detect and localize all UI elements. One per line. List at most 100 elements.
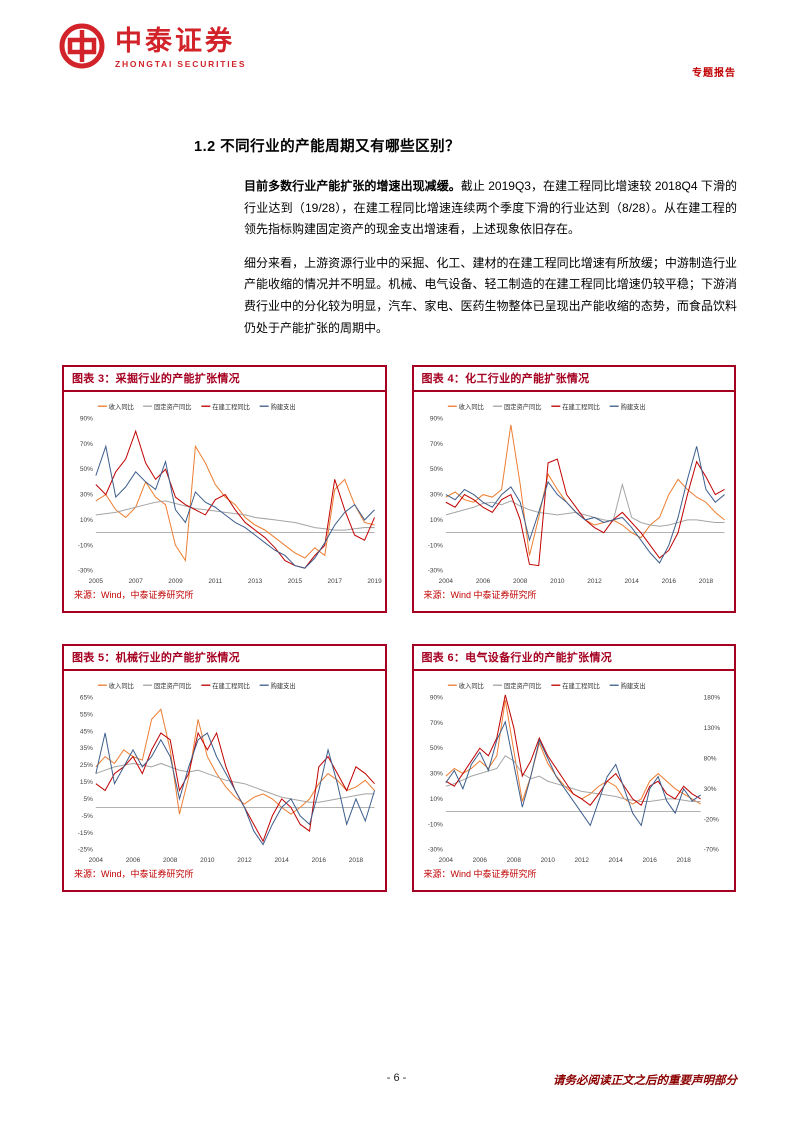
figure-6-chart: 90% 70% 50% 30% 10% -10% -30% 180% 130% 80% 30% -20… [414,671,735,865]
svg-text:2012: 2012 [587,578,602,585]
paragraph-1-lead: 目前多数行业产能扩张的增速出现减缓。 [244,179,461,193]
svg-text:70%: 70% [80,441,93,448]
svg-text:180%: 180% [703,695,720,702]
report-type-label: 专题报告 [692,68,736,79]
paragraph-1: 目前多数行业产能扩张的增速出现减缓。截止 2019Q3，在建工程同比增速较 20… [244,176,737,241]
svg-text:-10%: -10% [427,542,442,549]
svg-text:2004: 2004 [89,857,104,864]
figure-5-source: 来源：Wind，中泰证券研究所 [74,869,194,880]
svg-text:购建支出: 购建支出 [620,402,645,411]
svg-text:收入同比: 收入同比 [458,402,483,411]
svg-text:25%: 25% [80,762,93,769]
chemical-line-chart: 90% 70% 50% 30% 10% -10% -30% 2004 2006 2008 2010 2… [427,402,725,585]
svg-text:-15%: -15% [78,830,93,837]
svg-text:在建工程同比: 在建工程同比 [562,681,600,690]
svg-text:30%: 30% [429,771,442,778]
svg-text:80%: 80% [703,755,716,762]
svg-text:-30%: -30% [427,568,442,575]
svg-text:固定资产同比: 固定资产同比 [154,402,192,411]
figure-3-source: 来源：Wind，中泰证券研究所 [74,590,194,601]
svg-text:2010: 2010 [540,857,555,864]
svg-text:90%: 90% [429,416,442,423]
svg-text:2005: 2005 [89,578,104,585]
svg-text:在建工程同比: 在建工程同比 [212,681,250,690]
svg-text:70%: 70% [429,441,442,448]
figure-5-title: 图表 5：机械行业的产能扩张情况 [64,646,385,672]
svg-text:-25%: -25% [78,847,93,854]
figures-grid: 图表 3：采掘行业的产能扩张情况 90% 70% 50% 30% 10% -10% -30%… [62,365,736,893]
svg-text:15%: 15% [80,779,93,786]
svg-text:2016: 2016 [642,857,657,864]
svg-text:30%: 30% [429,492,442,499]
svg-text:55%: 55% [80,712,93,719]
svg-text:130%: 130% [703,725,720,732]
svg-text:2019: 2019 [367,578,382,585]
zhongtai-emblem-icon [58,22,106,75]
svg-text:2016: 2016 [661,578,676,585]
figure-3-title: 图表 3：采掘行业的产能扩张情况 [64,367,385,393]
svg-text:2006: 2006 [472,857,487,864]
page-number: - 6 - [386,1072,407,1084]
svg-text:2012: 2012 [237,857,252,864]
figure-5-chart: 65% 55% 45% 35% 25% 15% 5% -5% -15% -25% 2004 2006 2… [64,671,385,865]
svg-text:2011: 2011 [208,578,222,585]
section-heading: 1.2 不同行业的产能周期又有哪些区别？ [194,139,461,155]
svg-text:-5%: -5% [81,813,93,820]
page-header: 中泰证券 ZHONGTAI SECURITIES 专题报告 [0,0,793,79]
svg-text:固定资产同比: 固定资产同比 [154,681,192,690]
paragraph-1-body: 截止 2019Q3，在建工程同比增速较 2018Q4 下滑的行业达到（19/28… [244,179,737,237]
svg-text:在建工程同比: 在建工程同比 [212,402,250,411]
svg-text:2017: 2017 [328,578,343,585]
svg-text:50%: 50% [429,745,442,752]
svg-text:固定资产同比: 固定资产同比 [503,402,541,411]
svg-text:30%: 30% [703,786,716,793]
figure-4-chart: 90% 70% 50% 30% 10% -10% -30% 2004 2006 2008 2010 2… [414,392,735,586]
svg-text:2004: 2004 [438,578,453,585]
svg-text:收入同比: 收入同比 [109,402,134,411]
figure-4-title: 图表 4：化工行业的产能扩张情况 [413,367,734,393]
svg-text:在建工程同比: 在建工程同比 [562,402,600,411]
svg-text:10%: 10% [429,796,442,803]
svg-text:2010: 2010 [550,578,565,585]
svg-text:35%: 35% [80,745,93,752]
svg-text:收入同比: 收入同比 [109,681,134,690]
svg-text:10%: 10% [80,517,93,524]
figure-3-chart: 90% 70% 50% 30% 10% -10% -30% 2005 2007 2009 2011 2… [64,392,385,586]
svg-text:-30%: -30% [78,568,93,575]
svg-text:2012: 2012 [574,857,589,864]
svg-text:2018: 2018 [349,857,364,864]
svg-text:70%: 70% [429,720,442,727]
footer-notice: 请务必阅读正文之后的重要声明部分 [553,1075,737,1087]
svg-text:-20%: -20% [703,816,718,823]
svg-text:2008: 2008 [163,857,178,864]
svg-text:45%: 45% [80,728,93,735]
svg-text:收入同比: 收入同比 [458,681,483,690]
svg-text:5%: 5% [84,796,94,803]
figure-6-title: 图表 6：电气设备行业的产能扩张情况 [413,646,734,672]
figure-5-panel: 图表 5：机械行业的产能扩张情况 65% 55% 45% 35% 25% 15% 5% -5%… [62,644,387,893]
svg-text:2004: 2004 [438,857,453,864]
svg-text:2006: 2006 [126,857,141,864]
svg-text:2016: 2016 [312,857,327,864]
mining-line-chart: 90% 70% 50% 30% 10% -10% -30% 2005 2007 2009 2011 2… [78,402,382,585]
svg-text:50%: 50% [429,466,442,473]
svg-text:2010: 2010 [200,857,215,864]
svg-text:65%: 65% [80,695,93,702]
svg-text:-30%: -30% [427,847,442,854]
svg-text:-10%: -10% [427,821,442,828]
figure-4-source: 来源：Wind 中泰证券研究所 [423,590,537,601]
svg-text:10%: 10% [429,517,442,524]
brand-name-en: ZHONGTAI SECURITIES [115,59,247,70]
brand-logo: 中泰证券 ZHONGTAI SECURITIES [58,22,246,75]
machinery-line-chart: 65% 55% 45% 35% 25% 15% 5% -5% -15% -25% 2004 2006 2… [78,681,376,864]
figure-6-panel: 图表 6：电气设备行业的产能扩张情况 90% 70% 50% 30% 10% -10% -3… [411,644,736,893]
figure-4-panel: 图表 4：化工行业的产能扩张情况 90% 70% 50% 30% 10% -10% -30%… [411,365,736,614]
electrical-equipment-line-chart: 90% 70% 50% 30% 10% -10% -30% 180% 130% 80% 30% -20… [427,681,720,864]
svg-text:购建支出: 购建支出 [271,402,296,411]
brand-name-cn: 中泰证券 [115,26,235,58]
svg-text:2014: 2014 [624,578,639,585]
svg-text:购建支出: 购建支出 [271,681,296,690]
svg-text:30%: 30% [80,492,93,499]
paragraph-2: 细分来看，上游资源行业中的采掘、化工、建材的在建工程同比增速有所放缓；中游制造行… [244,255,737,335]
svg-text:2018: 2018 [698,578,713,585]
